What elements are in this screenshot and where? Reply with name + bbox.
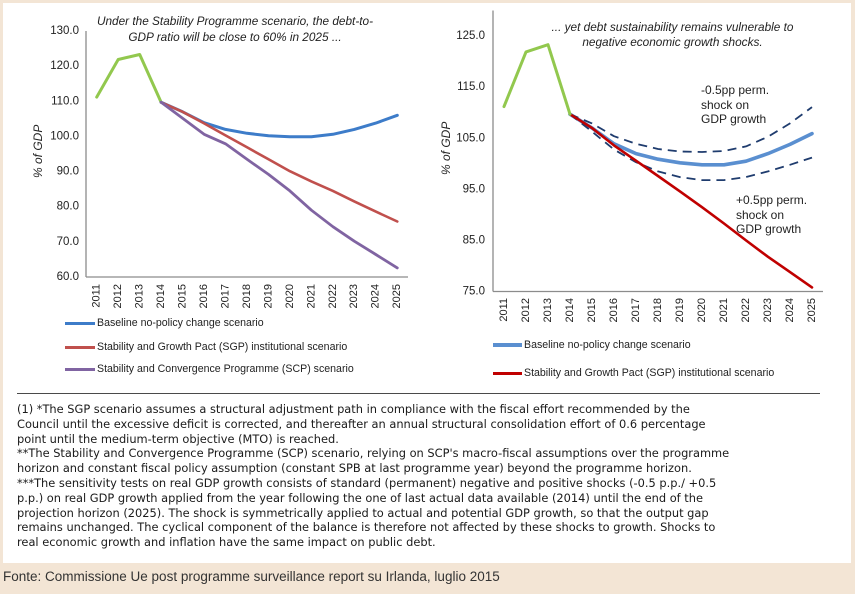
x-tick-label: 2016 [198,284,210,308]
chart-left-title: Under the Stability Programme scenario, … [80,13,390,45]
footnote-line: ***The sensitivity tests on real GDP gro… [17,475,717,490]
series-line-sgp [159,101,399,223]
y-tick-label: 80.0 [57,201,79,213]
series-line-shock-plus-0-5pp [569,113,813,182]
y-tick-label: 75.0 [463,286,485,298]
chart-left-y-axis-title: % of GDP [31,124,45,178]
legend-left-sgp: Stability and Growth Pact (SGP) institut… [65,341,347,353]
y-tick-label: 125.0 [456,30,485,42]
legend-label: Stability and Growth Pact (SGP) institut… [524,367,775,379]
annotation-positive-shock: +0.5pp perm. shock on GDP growth [736,193,807,237]
x-tick-label: 2011 [91,284,103,308]
footnotes: (1) *The SGP scenario assumes a structur… [17,402,729,550]
x-tick-label: 2012 [520,298,532,322]
x-tick-label: 2017 [630,298,642,322]
legend-label: Baseline no-policy change scenario [97,317,264,329]
annotation-line: +0.5pp perm. [736,193,808,207]
x-tick-label: 2022 [740,298,752,322]
x-tick-label: 2013 [134,284,146,308]
chart-debt-scenarios: 60.0 70.0 80.0 90.0 100.0 110.0 120.0 130.0 2011… [50,25,408,308]
x-tick-label: 2019 [262,284,274,308]
chart-right-y-axis-title: % of GDP [439,121,453,175]
y-tick-label: 110.0 [51,95,79,107]
annotation-line: shock on [736,207,785,222]
x-tick-label: 2020 [696,298,708,322]
x-tick-label: 2024 [370,284,382,308]
x-tick-label: 2014 [155,284,167,308]
legend-swatch-scp [65,367,95,371]
annotation-line: GDP growth [701,112,767,126]
series-line-shock-minus-0-5pp [569,106,813,153]
legend-label: Baseline no-policy change scenario [524,339,691,351]
x-tick-label: 2018 [241,284,253,308]
x-tick-label: 2019 [674,298,686,322]
y-tick-label: 90.0 [57,166,79,178]
y-tick-label: 120.0 [50,60,79,72]
footnote-line: projection horizon (2025). The shock is … [17,505,709,520]
x-tick-label: 2020 [284,284,296,308]
footnote-line: p.p.) on real GDP growth applied from th… [17,490,703,505]
figure-panel [3,3,851,563]
footnote-line: real economic growth and inflation have … [17,535,436,550]
y-tick-label: 95.0 [463,183,485,195]
footnote-line: **The Stability and Convergence Programm… [17,446,730,461]
series-line-historical [502,43,572,116]
series-line-historical [95,53,163,104]
legend-left-scp: Stability and Convergence Programme (SCP… [65,363,354,375]
chart-left-title-line-2: GDP ratio will be close to 60% in 2025 .… [128,30,342,44]
footnote-line: horizon and constant fiscal policy assum… [17,461,692,476]
legend-swatch-baseline [493,343,522,347]
source-caption: Fonte: Commissione Ue post programme sur… [3,569,500,584]
footnote-line: Council until the excessive deficit is c… [17,416,706,431]
footnote-line: (1) *The SGP scenario assumes a structur… [17,402,690,416]
chart-right-title-line-1: ... yet debt sustainability remains vuln… [551,20,794,34]
x-tick-label: 2017 [219,284,231,308]
legend-swatch-sgp [65,345,95,349]
y-tick-label: 85.0 [463,234,485,246]
y-tick-label: 70.0 [57,236,79,248]
x-tick-label: 2015 [177,284,189,308]
series-line-scp [159,100,399,270]
legend-left-baseline: Baseline no-policy change scenario [65,317,264,329]
x-tick-label: 2024 [784,298,796,322]
x-tick-label: 2013 [542,298,554,322]
x-tick-label: 2011 [498,298,510,322]
legend-right-baseline: Baseline no-policy change scenario [493,339,691,351]
footnote-line: remains unchanged. The cyclical componen… [17,520,716,535]
chart-left-title-line-1: Under the Stability Programme scenario, … [96,14,374,28]
x-tick-label: 2021 [718,298,730,322]
chart-right-title-line-2: negative economic growth shocks. [582,35,763,49]
series-line-sgp [568,112,814,289]
x-tick-label: 2021 [305,284,317,308]
x-tick-label: 2016 [608,298,620,322]
y-tick-label: 105.0 [456,132,485,144]
x-tick-label: 2015 [586,298,598,322]
annotation-line: GDP growth [736,222,802,236]
legend-swatch-sgp [493,371,522,375]
x-tick-label: 2025 [391,284,403,308]
legend-label: Stability and Growth Pact (SGP) institut… [97,341,348,353]
x-tick-label: 2022 [327,284,339,308]
x-tick-label: 2014 [564,298,576,322]
chart-growth-shocks: 75.0 85.0 95.0 105.0 115.0 125.0 2011 2012 2013 2… [456,10,823,322]
legend-label: Stability and Convergence Programme (SCP… [97,363,354,375]
x-tick-label: 2025 [806,298,818,322]
notes-separator [17,393,820,394]
annotation-line: shock on [701,97,750,112]
footnote-line: point until the medium-term objective (M… [17,431,339,446]
y-tick-label: 100.0 [50,130,79,142]
legend-right-sgp: Stability and Growth Pact (SGP) institut… [493,367,774,379]
x-tick-label: 2012 [112,284,124,308]
x-tick-label: 2018 [652,298,664,322]
y-tick-label: 130.0 [50,25,79,37]
annotation-line: -0.5pp perm. [701,83,770,97]
annotation-negative-shock: -0.5pp perm. shock on GDP growth [701,83,769,127]
legend-swatch-baseline [65,321,95,325]
chart-right-title: ... yet debt sustainability remains vuln… [530,20,815,50]
x-tick-label: 2023 [762,298,774,322]
y-tick-label: 115.0 [457,81,485,93]
y-tick-label: 60.0 [57,271,79,283]
x-tick-label: 2023 [348,284,360,308]
